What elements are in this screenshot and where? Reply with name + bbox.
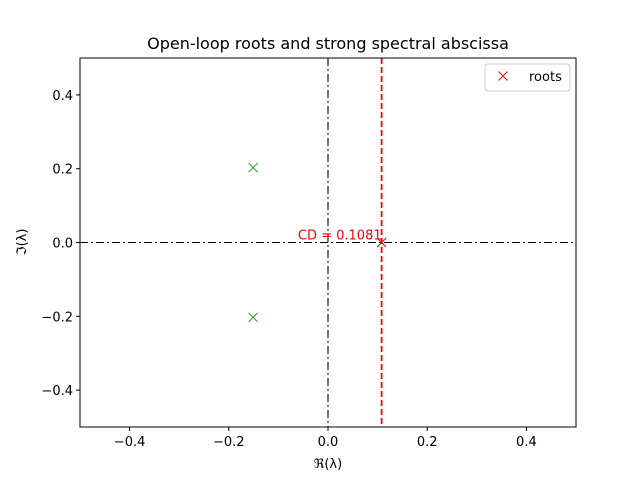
spectral-abscissa-label: CD = 0.1081 xyxy=(298,229,382,244)
legend-label: roots xyxy=(529,70,562,85)
legend-marker-x-icon xyxy=(498,71,508,81)
y-tick-label: 0.2 xyxy=(52,163,73,178)
x-axis-ticks: −0.4 −0.2 0.0 0.2 0.4 xyxy=(114,427,537,450)
legend-x-icon xyxy=(498,71,508,81)
chart-title: Open-loop roots and strong spectral absc… xyxy=(147,34,509,53)
axes-frame xyxy=(79,57,577,428)
y-axis-ticks: −0.4 −0.2 0.0 0.2 0.4 xyxy=(41,89,80,399)
y-tick-label: 0.4 xyxy=(52,89,73,104)
y-tick-label: −0.2 xyxy=(41,310,73,325)
root-marker-x-icon xyxy=(248,162,258,173)
data-points xyxy=(248,162,258,323)
legend-box xyxy=(484,63,571,92)
y-tick-label: 0.0 xyxy=(52,237,73,252)
x-tick-label: 0.4 xyxy=(516,435,537,450)
x-tick-label: −0.4 xyxy=(114,435,146,450)
y-tick-label: −0.4 xyxy=(41,384,73,399)
annotation: CD = 0.1081 xyxy=(298,229,387,248)
abscissa-marker-x-icon xyxy=(376,237,387,248)
x-tick-label: 0.0 xyxy=(318,435,339,450)
x-tick-label: 0.2 xyxy=(417,435,438,450)
legend: roots xyxy=(484,63,571,92)
y-axis-label: ℑ(λ) xyxy=(15,229,30,256)
x-axis-label: ℜ(λ) xyxy=(314,457,342,472)
x-tick-label: −0.2 xyxy=(213,435,245,450)
root-marker-x-icon xyxy=(248,312,258,323)
